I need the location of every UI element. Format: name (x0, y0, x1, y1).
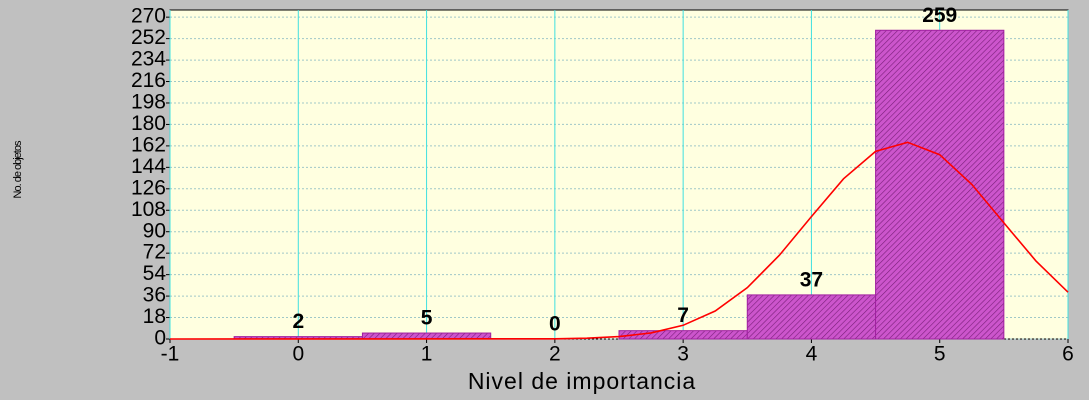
y-tick-label: 36 (143, 284, 166, 307)
y-tick-label: 126 (131, 176, 166, 199)
x-tick-label: 6 (1062, 343, 1074, 366)
y-axis-title: No. de objetos (12, 140, 24, 198)
y-tick-label: 72 (143, 241, 166, 264)
y-tick-label: 18 (143, 305, 166, 328)
x-tick-label: 4 (806, 343, 818, 366)
y-tick-label: 108 (131, 198, 166, 221)
x-tick-label: 2 (549, 343, 561, 366)
fit-curve (169, 141, 1069, 340)
y-tick-label: 234 (131, 48, 166, 71)
x-tick-label: 3 (677, 343, 689, 366)
y-tick-label: 198 (131, 91, 166, 114)
y-tick-label: 216 (131, 69, 166, 92)
y-tick-label: 54 (143, 262, 167, 285)
bar (875, 29, 1005, 340)
y-tick-label: 90 (143, 219, 166, 242)
y-tick-label: 144 (131, 155, 166, 178)
data-label: 2 (292, 310, 304, 333)
y-tick-label: 252 (131, 26, 166, 49)
data-label: 259 (922, 4, 957, 27)
x-axis-title: Nivel de importancia (468, 368, 696, 394)
data-label: 7 (677, 304, 689, 327)
y-tick-label: 180 (131, 112, 166, 135)
y-tick-label: 162 (131, 133, 166, 156)
x-tick-label: 1 (421, 343, 433, 366)
data-label: 5 (421, 307, 433, 330)
bar (746, 294, 877, 340)
data-label: 0 (549, 313, 561, 336)
y-tick-label: 270 (131, 5, 166, 28)
x-tick-label: 5 (934, 343, 946, 366)
data-label: 37 (800, 268, 823, 291)
y-tick-label: 0 (154, 327, 166, 350)
x-tick-label: -1 (161, 343, 180, 366)
x-tick-label: 0 (292, 343, 304, 366)
